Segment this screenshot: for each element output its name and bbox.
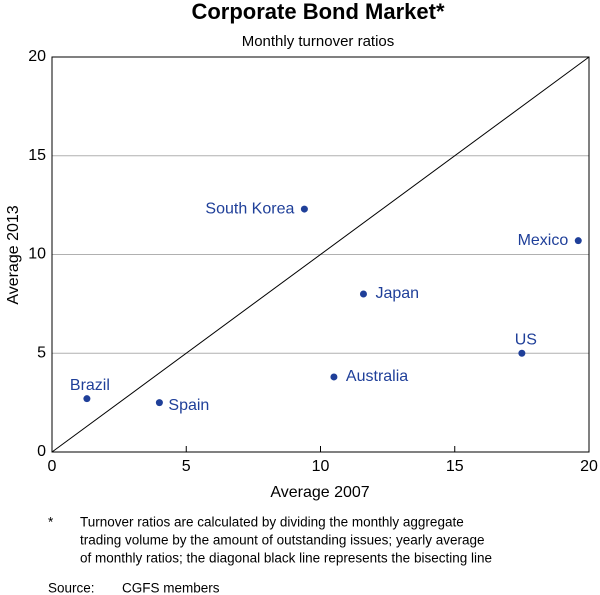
footnote-line: Turnover ratios are calculated by dividi…	[80, 515, 464, 530]
y-tick-label: 10	[28, 246, 46, 263]
footnote-line: trading volume by the amount of outstand…	[80, 533, 485, 548]
chart-title: Corporate Bond Market*	[191, 0, 444, 24]
x-tick-label: 20	[580, 458, 598, 475]
source-label: Source:	[48, 581, 95, 595]
diagonal-line	[51, 56, 590, 453]
x-axis-label: Average 2007	[270, 484, 369, 501]
y-tick-label: 20	[28, 48, 46, 65]
footnote-marker: *	[48, 515, 54, 530]
point-label: Japan	[375, 285, 419, 302]
y-tick-label: 5	[37, 344, 46, 361]
point	[83, 395, 91, 403]
y-axis-label: Average 2013	[5, 205, 22, 304]
x-tick-label: 5	[182, 458, 191, 475]
point-label: Australia	[346, 368, 408, 385]
point	[518, 349, 526, 357]
x-tick-label: 0	[48, 458, 57, 475]
point	[359, 290, 367, 298]
point	[574, 237, 582, 245]
chart-subtitle: Monthly turnover ratios	[242, 33, 395, 50]
y-tick-label: 0	[37, 443, 46, 460]
footnote-line: of monthly ratios; the diagonal black li…	[80, 551, 492, 566]
point	[300, 205, 308, 213]
x-tick-label: 10	[312, 458, 330, 475]
point-label: Brazil	[70, 377, 110, 394]
point-label: South Korea	[205, 200, 294, 217]
y-tick-label: 15	[28, 147, 46, 164]
point	[330, 373, 338, 381]
plot-frame	[51, 56, 590, 453]
source: CGFS members	[122, 581, 220, 595]
point	[155, 399, 163, 407]
x-tick-label: 15	[446, 458, 464, 475]
point-label: Spain	[168, 397, 209, 414]
point-label: US	[515, 331, 537, 348]
point-label: Mexico	[518, 232, 569, 249]
